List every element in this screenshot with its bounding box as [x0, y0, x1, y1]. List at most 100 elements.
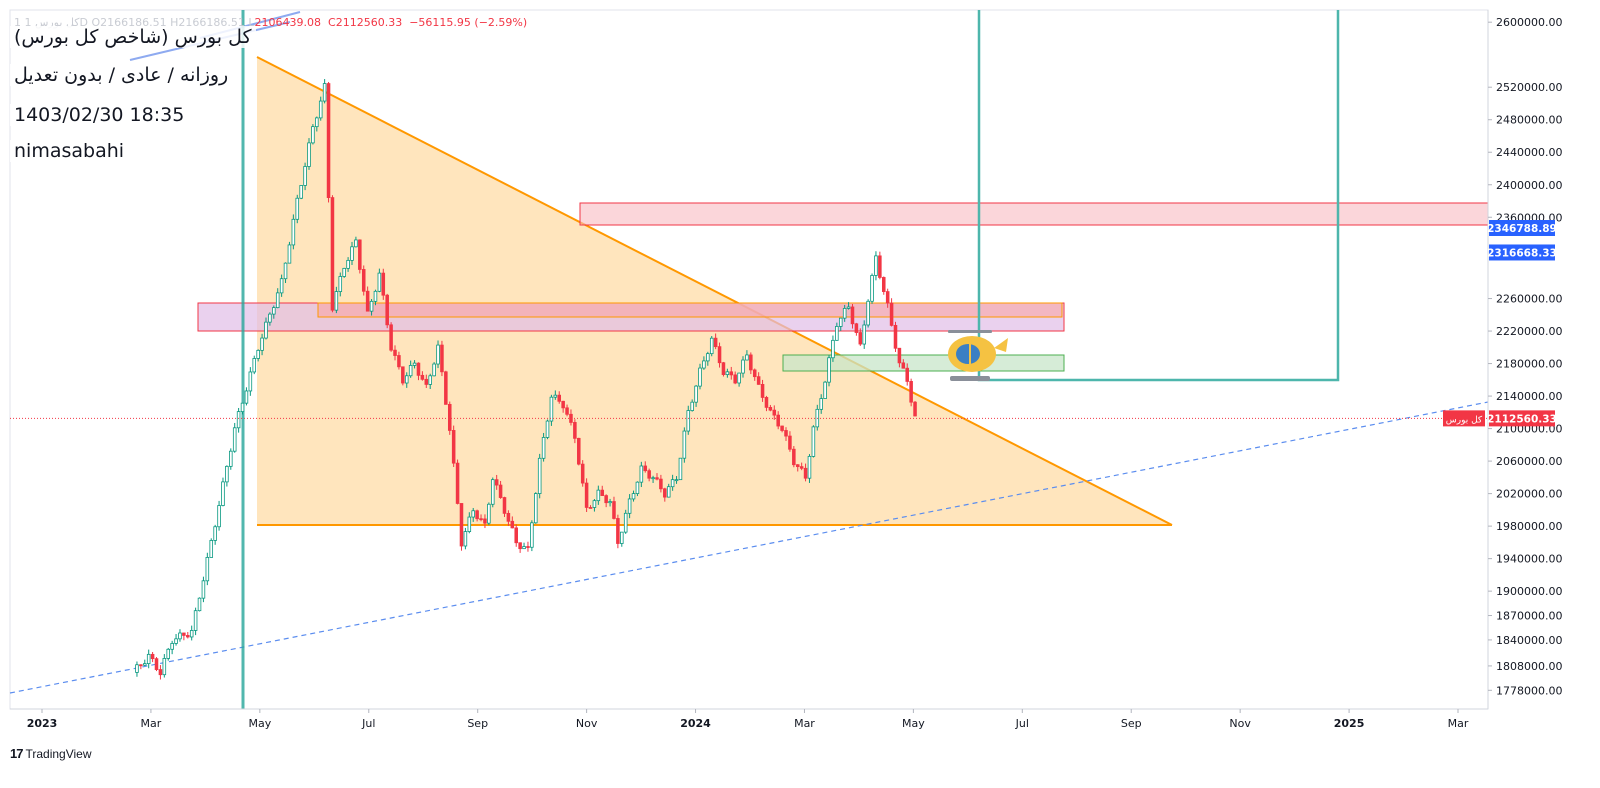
candle-body	[170, 643, 174, 650]
candle-body	[455, 462, 460, 504]
chart-datetime: 1403/02/30 18:35	[10, 104, 189, 126]
candle-body	[643, 465, 648, 472]
candle-body	[303, 166, 307, 186]
price-badges: 2346788.89 2316668.33 2112560.33 کل بورس	[1443, 219, 1557, 427]
candle-body	[346, 259, 350, 269]
candles	[135, 79, 917, 680]
tradingview-logo-icon: 17	[10, 746, 24, 761]
candle-body	[846, 306, 851, 309]
time-tick-label: 2024	[680, 717, 711, 730]
support-zone-green[interactable]	[782, 354, 1065, 372]
candle-body	[616, 518, 620, 544]
price-tick-label: 2220000.00	[1496, 325, 1562, 338]
candle-body	[221, 481, 225, 506]
candle-body	[268, 313, 272, 323]
time-tick-label: May	[902, 717, 925, 730]
candle-body	[174, 638, 178, 644]
candle-body	[283, 262, 288, 280]
triangle-upper-line[interactable]	[256, 56, 1173, 526]
candle-body	[436, 344, 440, 365]
candle-body	[678, 457, 683, 481]
candle-body	[745, 354, 749, 361]
candle-body	[244, 390, 249, 404]
candle-body	[256, 349, 260, 359]
candle-body	[186, 635, 190, 638]
candle-body	[885, 291, 890, 304]
candle-body	[530, 522, 534, 548]
candle-body	[690, 401, 694, 411]
tradingview-brand[interactable]: 17 TradingView	[10, 746, 92, 761]
supply-zone-top[interactable]	[579, 202, 1489, 226]
candle-body	[275, 292, 280, 309]
dashed-trend-line[interactable]	[9, 401, 1489, 694]
candle-body	[639, 465, 644, 483]
candle-body	[764, 397, 769, 408]
candle-body	[737, 372, 741, 384]
candle-body	[807, 455, 812, 479]
price-tick-label: 2180000.00	[1496, 358, 1562, 371]
candle-body	[901, 362, 906, 369]
candle-body	[725, 371, 730, 375]
candle-body	[490, 479, 495, 505]
candle-body	[663, 488, 667, 498]
candle-body	[706, 353, 710, 362]
candle-body	[866, 300, 870, 326]
price-tick-label: 1778000.00	[1496, 684, 1562, 697]
candle-body	[780, 425, 784, 431]
candle-body	[471, 510, 475, 518]
candle-body	[494, 479, 499, 486]
candle-body	[655, 477, 659, 480]
time-axis[interactable]: 2023 Mar May Jul Sep Nov 2024 Mar May Jul Sep Nov 20…	[10, 708, 1488, 730]
candle-body	[279, 278, 284, 294]
candle-body	[752, 369, 757, 378]
candle-body	[197, 597, 202, 612]
candle-body	[193, 610, 198, 631]
price-tick-label: 2260000.00	[1496, 293, 1562, 306]
candle-body	[459, 503, 464, 547]
candle-body	[404, 375, 409, 384]
candle-body	[526, 546, 530, 548]
candle-body	[537, 457, 542, 494]
price-badge	[1489, 244, 1555, 261]
candle-body	[291, 218, 296, 246]
tradingview-name: TradingView	[25, 746, 92, 761]
candle-body	[850, 306, 855, 325]
ohlc-close: C2112560.33	[328, 16, 403, 29]
price-axis[interactable]: 2600000.00 2520000.00 2480000.00 2440000.00…	[1487, 10, 1562, 709]
price-tick-label: 2400000.00	[1496, 179, 1562, 192]
candle-body	[240, 402, 245, 413]
candle-body	[776, 414, 780, 427]
candle-body	[381, 272, 386, 296]
candle-body	[835, 326, 839, 341]
candle-body	[584, 482, 589, 508]
candle-body	[189, 630, 194, 638]
candle-body	[749, 354, 753, 371]
candle-body	[365, 290, 370, 312]
candle-body	[545, 420, 550, 438]
time-tick-label: Sep	[1121, 717, 1142, 730]
candle-body	[522, 546, 526, 550]
candle-body	[741, 359, 745, 374]
symbol-tag	[1443, 410, 1485, 427]
candle-body	[373, 290, 378, 302]
candle-body	[369, 300, 374, 312]
candle-body	[350, 246, 354, 261]
price-tick-label: 1940000.00	[1496, 553, 1562, 566]
candle-body	[311, 126, 315, 144]
resistance-zone-orange[interactable]	[317, 302, 1063, 318]
teal-target-box[interactable]	[977, 10, 1340, 382]
candle-body	[326, 83, 331, 198]
candle-body	[420, 374, 425, 380]
candle-body	[604, 495, 608, 504]
time-tick-label: Mar	[794, 717, 815, 730]
candle-body	[401, 366, 405, 384]
candle-body	[698, 367, 702, 387]
candle-body	[620, 531, 624, 544]
candle-body	[862, 324, 866, 345]
candle-body	[858, 332, 863, 345]
candle-body	[213, 526, 217, 541]
candle-body	[768, 406, 773, 411]
ohlc-legend: 1 کل بورس 1D O2166186.51 H2166186.51 L21…	[14, 16, 527, 29]
candle-body	[811, 426, 816, 457]
